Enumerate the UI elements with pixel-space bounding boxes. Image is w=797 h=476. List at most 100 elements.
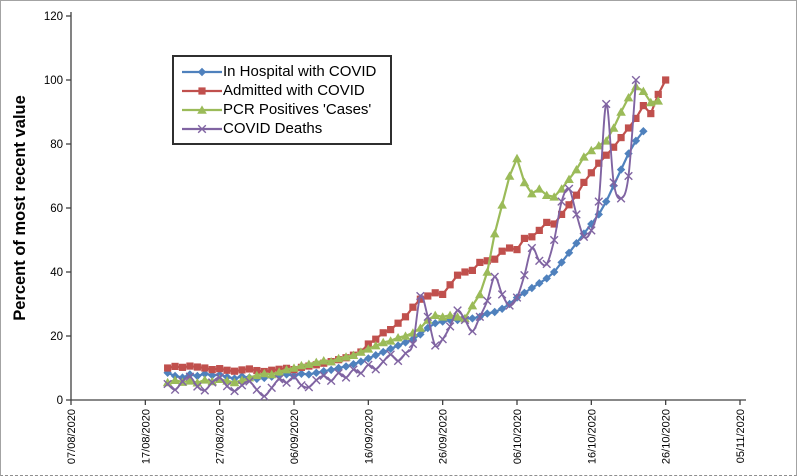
- marker-diamond: [602, 197, 611, 206]
- series-in-hospital-with-covid: [163, 127, 648, 384]
- legend-item-label: Admitted with COVID: [223, 82, 365, 99]
- legend: In Hospital with COVID Admitted with COVI…: [172, 55, 393, 145]
- legend-item-admitted-with-covid: Admitted with COVID: [181, 81, 376, 100]
- x-tick-label: 16/09/2020: [363, 409, 375, 464]
- y-tick-label: 100: [44, 75, 63, 87]
- marker-x: [401, 348, 410, 358]
- marker-x: [197, 124, 207, 133]
- marker-triangle: [304, 359, 314, 368]
- marker-triangle: [378, 337, 388, 347]
- marker-triangle: [393, 333, 403, 342]
- marker-diamond: [639, 127, 648, 136]
- marker-x: [468, 326, 477, 336]
- marker-square: [602, 151, 610, 159]
- marker-diamond: [401, 338, 410, 347]
- marker-diamond: [356, 357, 366, 366]
- marker-square: [424, 292, 432, 300]
- marker-x: [378, 357, 388, 366]
- marker-square: [491, 255, 499, 263]
- marker-diamond: [535, 279, 544, 288]
- marker-square: [610, 143, 618, 151]
- marker-triangle: [289, 363, 299, 372]
- marker-x: [453, 306, 462, 315]
- marker-square: [580, 178, 588, 186]
- marker-triangle: [571, 165, 582, 174]
- marker-diamond: [364, 354, 373, 363]
- marker-triangle: [333, 353, 344, 363]
- marker-x: [222, 381, 232, 391]
- marker-square: [431, 289, 439, 297]
- marker-x: [438, 334, 447, 344]
- marker-diamond: [416, 330, 425, 339]
- marker-x: [624, 171, 633, 181]
- marker-triangle: [460, 313, 470, 323]
- marker-square: [178, 363, 187, 371]
- marker-x: [163, 379, 172, 389]
- marker-triangle: [527, 189, 537, 198]
- marker-triangle: [266, 369, 277, 379]
- marker-square: [193, 363, 201, 371]
- marker-triangle: [475, 289, 485, 299]
- marker-square: [639, 102, 647, 110]
- marker-x: [289, 372, 299, 382]
- marker-triangle: [653, 96, 664, 105]
- legend-item-in-hospital-with-covid: In Hospital with COVID: [181, 62, 376, 81]
- marker-x: [364, 360, 373, 370]
- marker-x: [393, 356, 403, 366]
- marker-diamond: [393, 341, 403, 350]
- marker-triangle: [467, 301, 478, 310]
- y-tick-label: 80: [50, 139, 63, 151]
- marker-square: [387, 326, 395, 334]
- marker-x: [170, 385, 180, 395]
- marker-x: [423, 312, 433, 322]
- marker-square: [201, 364, 209, 372]
- marker-square: [223, 366, 231, 374]
- marker-diamond: [200, 369, 209, 378]
- marker-triangle: [564, 174, 574, 183]
- x-tick-label: 26/09/2020: [438, 409, 450, 464]
- marker-square: [520, 234, 529, 242]
- marker-diamond: [312, 368, 321, 377]
- marker-square: [654, 90, 662, 98]
- marker-x: [579, 232, 589, 242]
- marker-triangle: [638, 86, 649, 95]
- marker-square: [647, 110, 655, 118]
- marker-triangle: [274, 367, 284, 376]
- marker-square: [364, 340, 372, 348]
- marker-diamond: [594, 210, 603, 219]
- marker-x: [200, 386, 210, 395]
- marker-square: [662, 76, 670, 84]
- marker-square: [216, 365, 224, 373]
- marker-x: [527, 243, 537, 253]
- marker-diamond: [572, 239, 581, 248]
- marker-triangle: [556, 184, 567, 193]
- marker-triangle: [482, 267, 493, 276]
- marker-square: [476, 258, 484, 266]
- marker-x: [386, 350, 395, 359]
- marker-square: [379, 329, 387, 337]
- y-tick-label: 20: [50, 331, 63, 343]
- marker-triangle: [200, 375, 210, 384]
- marker-x: [297, 380, 306, 390]
- marker-x: [312, 375, 321, 385]
- marker-square: [505, 244, 514, 252]
- marker-triangle: [623, 93, 634, 102]
- y-tick-label: 120: [44, 11, 63, 23]
- marker-x: [601, 99, 611, 109]
- legend-x-marker-icon: [182, 124, 222, 133]
- marker-x: [237, 380, 247, 390]
- marker-square: [468, 266, 476, 274]
- legend-item-covid-deaths: COVID Deaths: [181, 119, 376, 138]
- marker-diamond: [579, 229, 589, 238]
- marker-triangle: [400, 331, 411, 340]
- marker-x: [274, 374, 284, 384]
- marker-x: [193, 382, 202, 391]
- legend-item-label: PCR Positives 'Cases': [223, 101, 372, 118]
- marker-x: [587, 226, 596, 235]
- marker-x: [252, 385, 262, 395]
- marker-triangle: [385, 336, 396, 345]
- marker-triangle: [363, 344, 374, 353]
- marker-x: [505, 301, 514, 310]
- series-covid-deaths: [163, 75, 641, 401]
- marker-x: [490, 272, 499, 282]
